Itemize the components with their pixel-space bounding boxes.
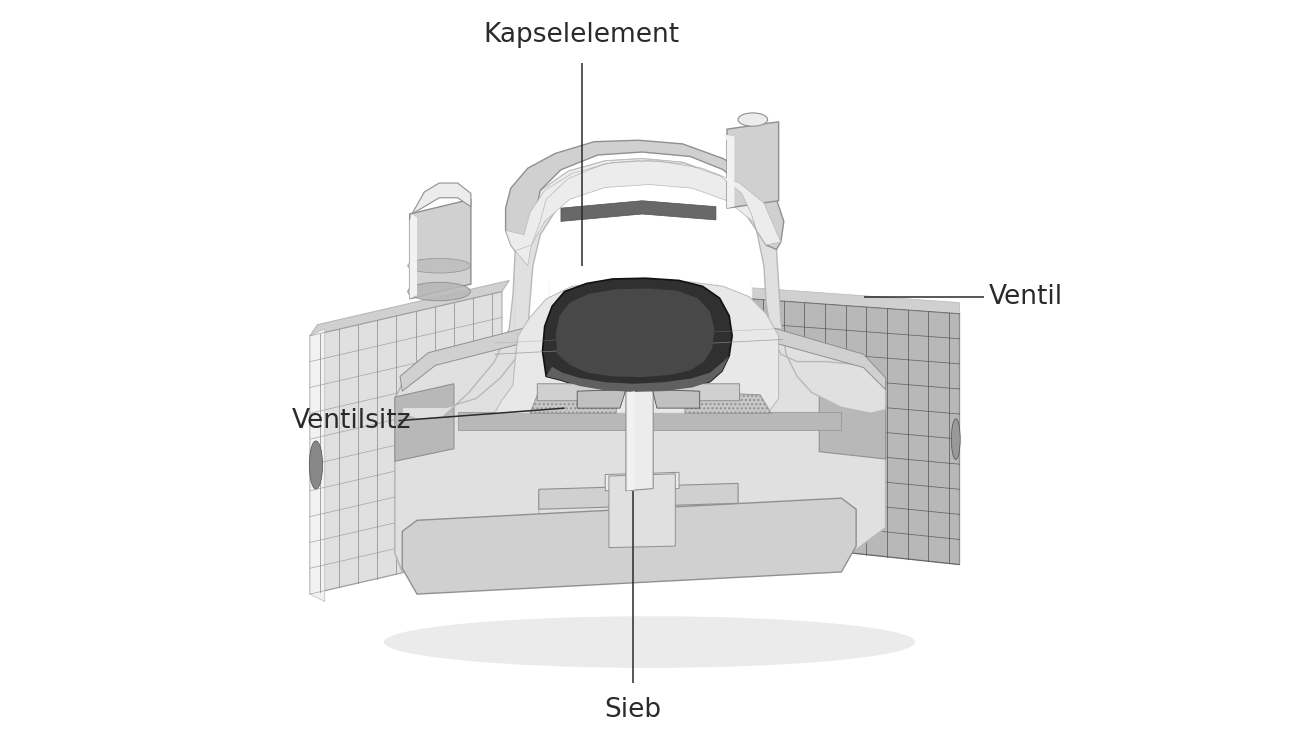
Polygon shape	[820, 387, 886, 459]
Polygon shape	[627, 391, 635, 491]
Polygon shape	[403, 498, 856, 594]
Text: Ventilsitz: Ventilsitz	[291, 407, 410, 434]
Polygon shape	[395, 325, 886, 572]
Polygon shape	[505, 160, 781, 251]
Polygon shape	[403, 159, 886, 419]
Ellipse shape	[951, 418, 960, 459]
Polygon shape	[539, 483, 738, 509]
Polygon shape	[609, 474, 675, 548]
Polygon shape	[395, 384, 453, 461]
Polygon shape	[412, 183, 472, 214]
Polygon shape	[685, 391, 772, 413]
Polygon shape	[310, 280, 509, 336]
Polygon shape	[409, 214, 417, 299]
Polygon shape	[400, 315, 886, 391]
Polygon shape	[556, 289, 714, 377]
Text: Sieb: Sieb	[605, 697, 661, 723]
Polygon shape	[753, 299, 960, 565]
Polygon shape	[665, 384, 739, 401]
Ellipse shape	[309, 441, 322, 489]
Polygon shape	[724, 134, 734, 208]
Text: Kapselelement: Kapselelement	[483, 22, 679, 48]
Polygon shape	[727, 122, 778, 208]
Polygon shape	[543, 278, 733, 392]
Ellipse shape	[383, 616, 916, 668]
Polygon shape	[516, 159, 777, 266]
Polygon shape	[310, 328, 325, 601]
Ellipse shape	[738, 113, 768, 126]
Polygon shape	[539, 489, 738, 550]
Polygon shape	[310, 292, 501, 594]
Polygon shape	[530, 391, 616, 413]
Ellipse shape	[408, 258, 470, 273]
Text: Ventil: Ventil	[989, 283, 1063, 310]
Polygon shape	[409, 199, 472, 299]
Polygon shape	[457, 412, 842, 430]
Polygon shape	[652, 390, 700, 408]
Polygon shape	[505, 140, 783, 251]
Polygon shape	[753, 288, 960, 314]
Polygon shape	[546, 356, 729, 392]
Polygon shape	[605, 472, 679, 491]
Polygon shape	[626, 390, 653, 491]
Polygon shape	[561, 201, 716, 221]
Polygon shape	[577, 390, 626, 408]
Polygon shape	[495, 282, 778, 413]
Ellipse shape	[408, 282, 470, 301]
Polygon shape	[538, 384, 613, 401]
